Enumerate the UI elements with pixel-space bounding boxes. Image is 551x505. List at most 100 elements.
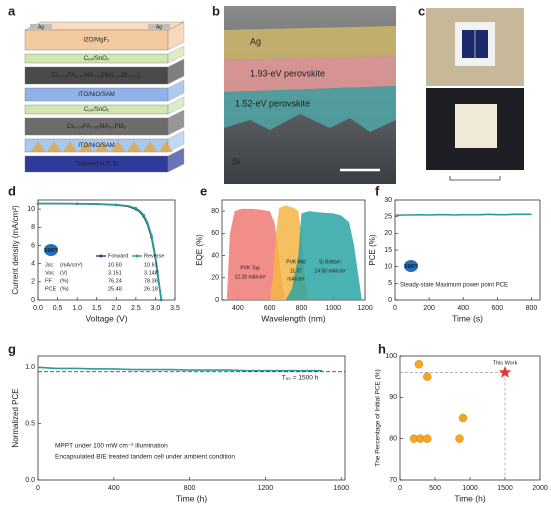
panel-label: a xyxy=(8,3,16,18)
x-tick-label: 0 xyxy=(36,485,40,492)
x-tick-label: 2.0 xyxy=(111,305,121,312)
annotation: Si Bottom xyxy=(319,259,341,265)
y-tick-label: 20 xyxy=(211,275,219,282)
y-tick-label: 2 xyxy=(31,279,35,286)
y-tick-label: 10 xyxy=(384,264,392,271)
x-axis-title: Time (h) xyxy=(176,493,207,503)
layer-label: IZO/MgF₂ xyxy=(84,38,111,44)
sem-label: Si xyxy=(232,156,240,166)
layer-label: Ag xyxy=(38,24,44,30)
ag-layer xyxy=(224,26,396,60)
x-tick-label: 400 xyxy=(457,305,469,312)
pyramid xyxy=(95,141,109,152)
logo: SIMIT xyxy=(404,264,417,270)
layer-side xyxy=(167,96,185,115)
y-tick-label: 25 xyxy=(384,214,392,221)
table-cell: 3.148 xyxy=(144,270,158,276)
y-axis-title: Current density (mA/cm²) xyxy=(11,205,20,295)
plot-frame xyxy=(37,355,346,481)
y-tick-label: 0.0 xyxy=(25,477,35,484)
y-tick-label: 0 xyxy=(215,297,219,304)
y-tick-label: 100 xyxy=(385,353,397,360)
legend-label: Forward xyxy=(108,253,128,259)
x-tick-label: 0.0 xyxy=(33,305,43,312)
y-tick-label: 6 xyxy=(31,242,35,249)
ag-contact xyxy=(30,24,52,29)
point xyxy=(142,213,145,217)
x-tick-label: 200 xyxy=(423,305,435,312)
table-cell: FF xyxy=(45,278,52,284)
table-cell: (V) xyxy=(60,270,68,276)
x-tick-label: 400 xyxy=(108,485,120,492)
pyramid xyxy=(159,141,173,152)
y-tick-label: 15 xyxy=(384,247,392,254)
point xyxy=(75,202,79,205)
y-tick-label: 40 xyxy=(211,252,219,259)
panel-label: c xyxy=(418,3,425,18)
x-tick-label: 600 xyxy=(264,305,276,312)
y-tick-label: 5 xyxy=(388,280,392,287)
bottom-perovskite-layer xyxy=(224,86,396,132)
x-tick-label: 3.0 xyxy=(151,305,161,312)
pyramid xyxy=(127,141,141,152)
annotation: 14.50 mA/cm² xyxy=(314,268,345,274)
x-axis-title: Voltage (V) xyxy=(85,313,127,323)
y-tick-label: 30 xyxy=(384,197,392,204)
point xyxy=(455,434,464,443)
layer-label: Textured HJT Si xyxy=(75,162,118,168)
point xyxy=(156,269,159,273)
layer-label: ITO/NiO/SAM xyxy=(78,92,115,98)
layer-side xyxy=(167,21,185,51)
y-tick-label: 0.5 xyxy=(25,420,35,427)
y-axis-title: EQE (%) xyxy=(195,234,204,266)
logo-mark xyxy=(404,260,418,272)
layer-side xyxy=(167,79,185,102)
point xyxy=(134,206,138,210)
annotation: T₉₀ = 1500 h xyxy=(282,375,319,382)
y-axis-title: PCE (%) xyxy=(368,234,377,265)
plot-frame xyxy=(399,355,541,481)
panel-label: e xyxy=(200,183,207,198)
pyramid xyxy=(47,141,61,152)
pyramid xyxy=(79,141,93,152)
annotation: 12.28 mA/cm² xyxy=(234,274,265,280)
y-tick-label: 80 xyxy=(389,436,397,443)
x-axis-title: Wavelength (nm) xyxy=(261,313,326,323)
annotation: This Work xyxy=(493,360,518,366)
y-axis-title: Normalized PCE xyxy=(11,388,20,447)
x-tick-label: 0 xyxy=(398,485,402,492)
sem-label: 1.52-eV perovskite xyxy=(235,98,310,108)
pyramid xyxy=(143,141,157,152)
x-tick-label: 1.5 xyxy=(92,305,102,312)
plot-frame xyxy=(37,199,176,301)
x-tick-label: 2.5 xyxy=(131,305,141,312)
x-tick-label: 2000 xyxy=(532,485,548,492)
point xyxy=(114,203,118,207)
annotation: mA/cm² xyxy=(287,276,305,282)
table-cell: (%) xyxy=(60,278,69,284)
x-tick-label: 400 xyxy=(232,305,244,312)
table-cell: 76.24 xyxy=(108,278,122,284)
x-tick-label: 3.5 xyxy=(170,305,180,312)
area xyxy=(285,211,362,300)
pyramid xyxy=(31,141,45,152)
table-cell: Jsc xyxy=(45,262,54,268)
table-cell: 25.48 xyxy=(108,286,122,292)
logo: SIMIT xyxy=(44,248,57,254)
y-tick-label: 60 xyxy=(211,230,219,237)
x-axis-title: Time (s) xyxy=(452,313,483,323)
panel-label: d xyxy=(8,183,16,198)
layer-label: C₆₀/SnO₂ xyxy=(84,56,110,62)
y-tick-label: 0 xyxy=(388,297,392,304)
table-cell: 78.36 xyxy=(144,278,158,284)
table-cell: 10.60 xyxy=(108,262,122,268)
top-perovskite-layer xyxy=(224,56,396,92)
x-tick-label: 600 xyxy=(492,305,504,312)
x-tick-label: 1200 xyxy=(258,485,274,492)
pyramid xyxy=(63,141,77,152)
y-tick-label: 8 xyxy=(31,224,35,231)
star-marker xyxy=(498,366,512,378)
annotation: MPPT under 100 mW cm⁻² illumination xyxy=(55,443,168,450)
x-tick-label: 1.0 xyxy=(72,305,82,312)
